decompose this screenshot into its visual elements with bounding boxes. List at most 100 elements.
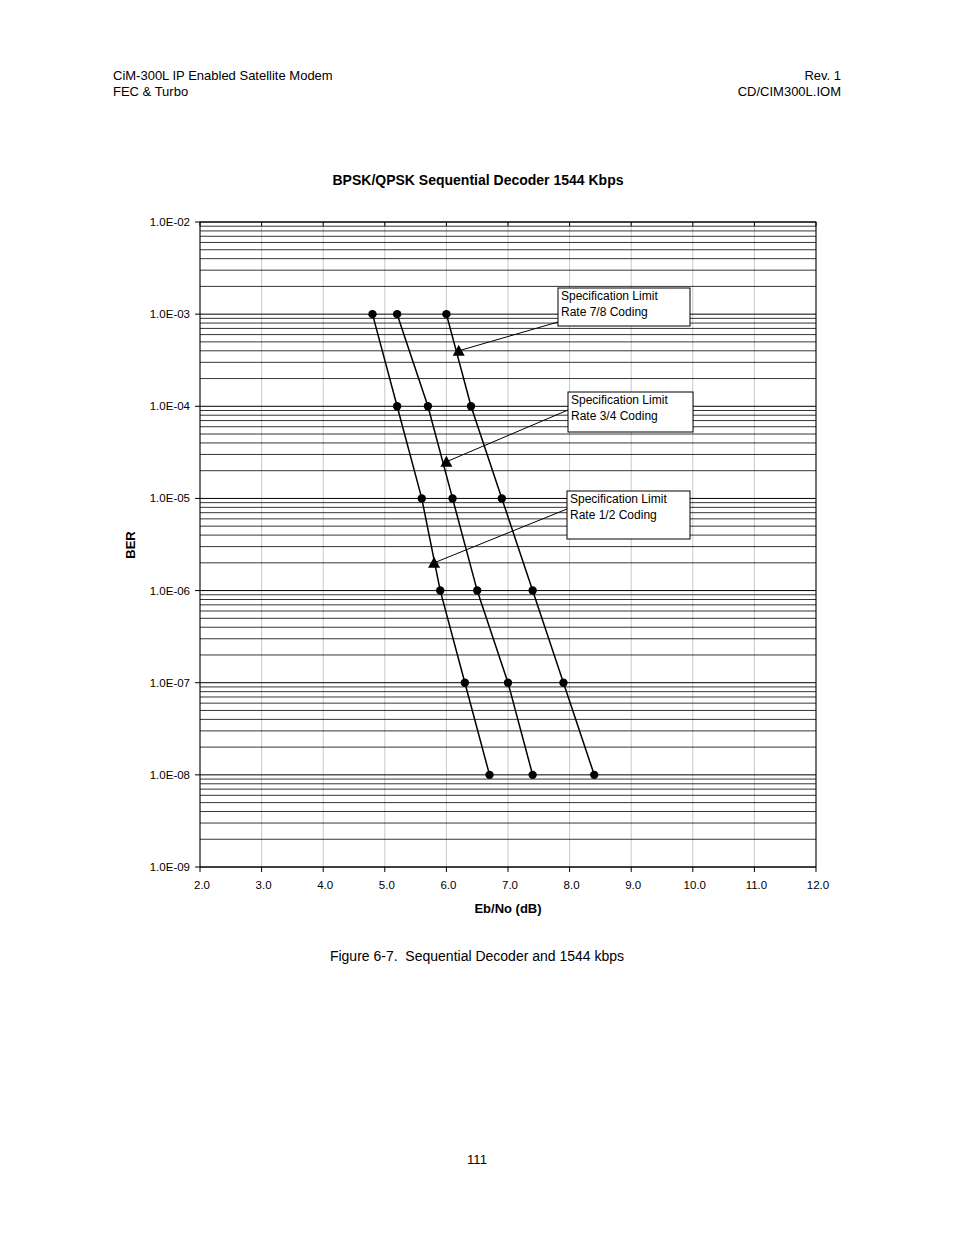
y-minor-grid-line — [200, 323, 816, 324]
series-marker — [418, 494, 426, 502]
y-grid-line — [200, 314, 816, 315]
y-tick-label: 1.0E-02 — [150, 216, 190, 228]
y-minor-grid-line — [200, 502, 816, 503]
y-minor-grid-line — [200, 611, 816, 612]
x-tick-label: 5.0 — [379, 879, 395, 891]
x-tick-top — [323, 222, 324, 226]
y-minor-grid-line — [200, 604, 816, 605]
plot-frame — [200, 222, 816, 867]
y-tick — [195, 867, 200, 868]
y-tick-label: 1.0E-07 — [150, 677, 190, 689]
y-minor-grid-line — [200, 362, 816, 363]
header-right: Rev. 1 — [804, 68, 841, 83]
y-tick — [195, 222, 200, 223]
annotation-text: Specification Limit — [561, 289, 658, 303]
x-tick — [754, 867, 755, 872]
annotation-text: Rate 3/4 Coding — [571, 409, 658, 423]
background — [0, 0, 954, 1235]
series-marker — [442, 310, 450, 318]
y-minor-grid-line — [200, 415, 816, 416]
y-minor-grid-line — [200, 454, 816, 455]
figure-caption: Figure 6-7. Sequential Decoder and 1544 … — [330, 948, 624, 964]
x-axis-label: Eb/No (dB) — [474, 901, 541, 916]
series-marker — [498, 494, 506, 502]
x-tick — [631, 867, 632, 872]
x-tick — [569, 867, 570, 872]
y-minor-grid-line — [200, 236, 816, 237]
y-tick — [195, 590, 200, 591]
chart-title: BPSK/QPSK Sequential Decoder 1544 Kbps — [333, 172, 624, 188]
series-line — [446, 314, 594, 775]
x-tick-top — [446, 222, 447, 226]
annotation-text: Rate 1/2 Coding — [570, 508, 657, 522]
series-marker — [559, 679, 567, 687]
y-minor-grid-line — [200, 341, 816, 342]
y-tick-label: 1.0E-03 — [150, 308, 190, 320]
y-minor-grid-line — [200, 627, 816, 628]
y-minor-grid-line — [200, 747, 816, 748]
y-minor-grid-line — [200, 526, 816, 527]
header-right: CD/CIM300L.IOM — [738, 84, 841, 99]
y-tick — [195, 498, 200, 499]
y-minor-grid-line — [200, 599, 816, 600]
y-minor-grid-line — [200, 442, 816, 443]
annotation-arrow — [459, 322, 558, 351]
series-marker — [485, 771, 493, 779]
y-minor-grid-line — [200, 410, 816, 411]
y-minor-grid-line — [200, 795, 816, 796]
x-tick-top — [631, 222, 632, 226]
y-minor-grid-line — [200, 318, 816, 319]
x-tick-label: 9.0 — [625, 879, 641, 891]
x-tick-label: 6.0 — [440, 879, 456, 891]
x-tick — [384, 867, 385, 872]
x-tick-top — [200, 222, 201, 226]
y-tick-label: 1.0E-08 — [150, 769, 190, 781]
series-marker — [448, 494, 456, 502]
grid — [200, 222, 816, 867]
y-minor-grid-line — [200, 618, 816, 619]
y-minor-grid-line — [200, 779, 816, 780]
y-minor-grid-line — [200, 434, 816, 435]
y-minor-grid-line — [200, 654, 816, 655]
x-tick-label: 2.0 — [194, 879, 210, 891]
y-minor-grid-line — [200, 249, 816, 250]
y-minor-grid-line — [200, 839, 816, 840]
y-axis-label: BER — [123, 531, 138, 559]
y-minor-grid-line — [200, 789, 816, 790]
spec-limit-marker — [428, 557, 440, 568]
y-minor-grid-line — [200, 270, 816, 271]
y-minor-grid-line — [200, 638, 816, 639]
y-minor-grid-line — [200, 334, 816, 335]
x-tick — [508, 867, 509, 872]
series-marker — [504, 679, 512, 687]
y-minor-grid-line — [200, 562, 816, 563]
x-tick-top — [692, 222, 693, 226]
series-marker — [424, 402, 432, 410]
x-tick-label: 3.0 — [256, 879, 272, 891]
x-tick-top — [754, 222, 755, 226]
y-tick-label: 1.0E-09 — [150, 861, 190, 873]
header-left: CiM-300L IP Enabled Satellite Modem — [113, 68, 333, 83]
x-tick-top — [816, 222, 817, 226]
y-minor-grid-line — [200, 802, 816, 803]
y-minor-grid-line — [200, 710, 816, 711]
series-marker — [368, 310, 376, 318]
header-left: FEC & Turbo — [113, 84, 188, 99]
y-minor-grid-line — [200, 811, 816, 812]
y-grid-line — [200, 774, 816, 775]
series-marker — [436, 586, 444, 594]
y-tick — [195, 774, 200, 775]
x-tick-top — [261, 222, 262, 226]
y-grid-line — [200, 590, 816, 591]
y-minor-grid-line — [200, 535, 816, 536]
annotation-arrow — [434, 509, 567, 563]
y-minor-grid-line — [200, 719, 816, 720]
x-tick — [446, 867, 447, 872]
y-tick-label: 1.0E-05 — [150, 492, 190, 504]
x-tick — [323, 867, 324, 872]
annotation-text: Specification Limit — [570, 492, 667, 506]
x-tick — [200, 867, 201, 872]
y-tick-label: 1.0E-04 — [150, 400, 191, 412]
x-tick-label: 4.0 — [317, 879, 333, 891]
annotations: Specification LimitRate 7/8 CodingSpecif… — [428, 288, 693, 568]
